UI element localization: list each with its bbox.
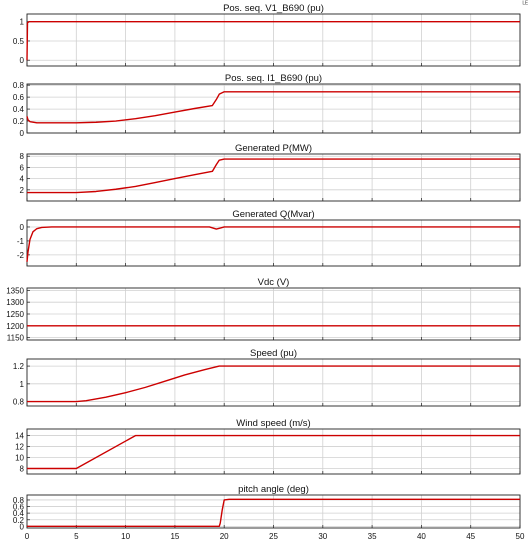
series-line <box>26 226 520 262</box>
x-tick-label: 40 <box>417 532 426 541</box>
y-tick-label: 0.5 <box>13 37 25 46</box>
x-tick-label: 20 <box>220 532 229 541</box>
y-tick-label: 6 <box>20 163 25 172</box>
y-tick-label: 0 <box>20 129 25 138</box>
panel-title: Pos. seq. V1_B690 (pu) <box>223 3 324 14</box>
y-tick-label: 0.4 <box>13 509 25 518</box>
panel-title: Speed (pu) <box>250 348 297 359</box>
axes-frame <box>26 153 521 202</box>
y-tick-label: 0.8 <box>13 398 25 407</box>
y-tick-label: 1350 <box>6 286 24 295</box>
y-tick-label: 0 <box>20 522 25 531</box>
y-tick-label: 14 <box>15 432 24 441</box>
axes-frame <box>26 83 521 134</box>
series-line <box>26 21 520 61</box>
x-tick-label: 45 <box>466 532 475 541</box>
y-tick-label: 1 <box>20 380 25 389</box>
axes-frame <box>26 219 521 267</box>
y-tick-label: 8 <box>20 152 25 161</box>
y-tick-label: 2 <box>20 186 25 195</box>
y-tick-label: 1200 <box>6 322 24 331</box>
y-tick-label: 1150 <box>7 334 25 343</box>
scope-panel: Speed (pu) 0.8 1 1.2 <box>13 348 521 407</box>
axes-frame <box>26 494 521 529</box>
panel-title: Pos. seq. I1_B690 (pu) <box>225 73 322 84</box>
panel-title: Wind speed (m/s) <box>236 418 310 429</box>
y-tick-label: 1 <box>20 18 25 27</box>
y-tick-label: -1 <box>17 237 25 246</box>
axes-frame <box>26 358 521 407</box>
x-tick-label: 0 <box>25 532 30 541</box>
y-tick-label: 0.6 <box>13 93 25 102</box>
series-line <box>27 498 520 528</box>
y-tick-label: 1300 <box>6 298 24 307</box>
x-tick-label: 50 <box>516 532 525 541</box>
series-line <box>27 365 520 403</box>
y-tick-label: 0 <box>20 56 25 65</box>
y-tick-label: 1250 <box>6 310 24 319</box>
scope-panel: pitch angle (deg) 00.20.40.60.8 0 5 10 15 20 25… <box>13 484 525 541</box>
scope-panel: Vdc (V) 1150 1200 1250 1300 1350 <box>6 277 521 343</box>
y-tick-label: 4 <box>20 175 25 184</box>
x-tick-label: 10 <box>121 532 130 541</box>
x-tick-label: 30 <box>318 532 327 541</box>
scope-panel: Generated P(MW) 2 4 6 8 <box>20 143 521 202</box>
y-tick-label: 12 <box>15 443 24 452</box>
y-tick-label: 0.4 <box>13 105 25 114</box>
y-tick-label: -2 <box>17 251 25 260</box>
panel-title: Generated P(MW) <box>235 143 312 154</box>
y-tick-label: 0.8 <box>13 81 25 90</box>
y-tick-label: 10 <box>15 454 24 463</box>
x-tick-label: 15 <box>170 532 179 541</box>
scope-panel: Pos. seq. V1_B690 (pu) 0 0.5 1 <box>13 3 521 67</box>
axes-frame <box>26 287 521 341</box>
y-tick-label: 0.2 <box>13 117 25 126</box>
panel-title: pitch angle (deg) <box>238 484 309 495</box>
y-tick-label: 0.6 <box>13 503 25 512</box>
y-tick-label: 0.8 <box>13 496 25 505</box>
scope-panel: Generated Q(Mvar) -2 -1 0 <box>17 209 521 267</box>
x-tick-label: 5 <box>74 532 79 541</box>
x-tick-label: 25 <box>269 532 278 541</box>
axes-frame <box>26 428 521 475</box>
x-tick-label: 35 <box>368 532 377 541</box>
scope-panel: Wind speed (m/s) 8 10 12 14 <box>15 418 521 475</box>
y-tick-label: 1.2 <box>13 362 25 371</box>
panel-title: Vdc (V) <box>258 277 290 288</box>
panel-title: Generated Q(Mvar) <box>232 209 314 220</box>
corner-mark: ᴸᴱ <box>522 1 528 8</box>
y-tick-label: 0.2 <box>13 516 25 525</box>
y-tick-label: 0 <box>20 223 25 232</box>
y-tick-label: 8 <box>20 465 25 474</box>
scope-panel: Pos. seq. I1_B690 (pu) 0 0.2 0.4 0.6 0.8 <box>13 73 521 138</box>
series-line <box>26 91 520 124</box>
series-line <box>27 434 520 470</box>
series-line <box>27 158 520 194</box>
